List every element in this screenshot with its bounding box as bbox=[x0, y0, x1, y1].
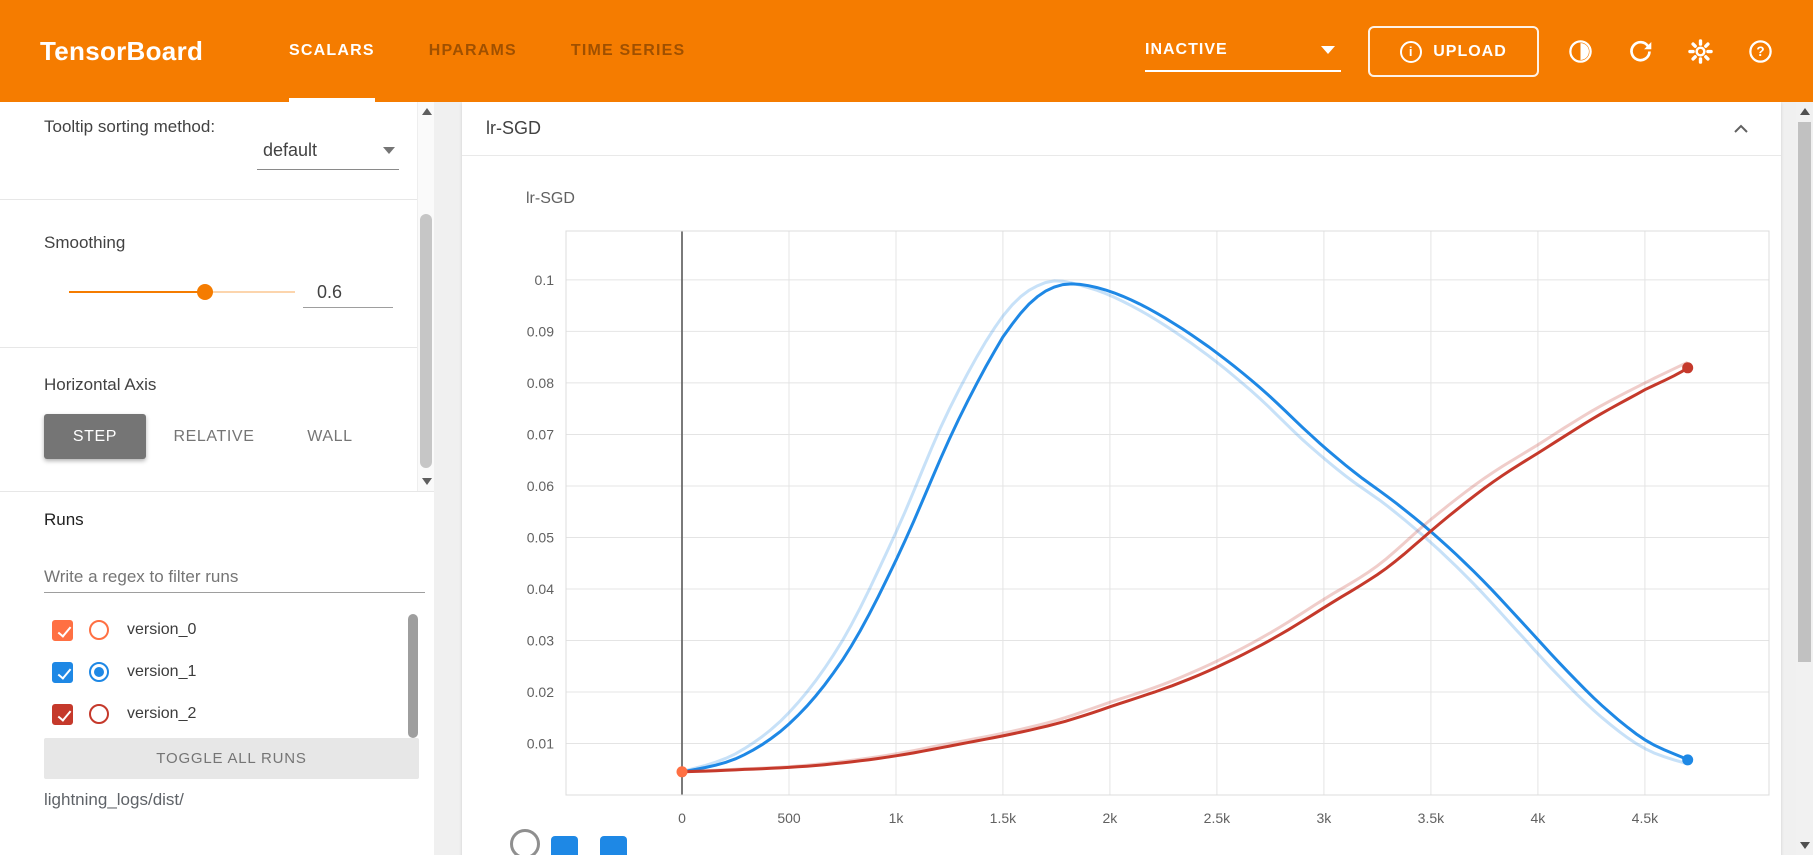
series-version_2-smoothed bbox=[681, 366, 1689, 774]
divider bbox=[0, 199, 434, 200]
run-radio[interactable] bbox=[89, 620, 109, 640]
divider bbox=[0, 347, 434, 348]
svg-text:0.1: 0.1 bbox=[535, 272, 555, 288]
sidebar-scrollbar[interactable] bbox=[417, 102, 434, 491]
run-checkbox[interactable] bbox=[52, 661, 73, 683]
svg-text:2k: 2k bbox=[1103, 810, 1119, 826]
help-icon[interactable]: ? bbox=[1736, 27, 1784, 75]
smoothing-slider-fill bbox=[69, 291, 205, 293]
run-label: version_2 bbox=[127, 705, 197, 722]
card-header: lr-SGD bbox=[462, 102, 1781, 156]
run-checkbox[interactable] bbox=[52, 703, 73, 725]
app-logo: TensorBoard bbox=[40, 36, 204, 66]
page-scrollbar[interactable] bbox=[1796, 102, 1813, 855]
chevron-down-icon bbox=[1321, 46, 1335, 54]
chart-footer-action-icon[interactable] bbox=[551, 836, 578, 855]
collapse-section-button[interactable] bbox=[1721, 109, 1761, 149]
run-row[interactable]: version_1 bbox=[0, 651, 420, 693]
run-row[interactable]: version_2 bbox=[0, 693, 420, 735]
card-title: lr-SGD bbox=[486, 118, 541, 138]
svg-text:4k: 4k bbox=[1531, 810, 1547, 826]
series-version_1-smoothed bbox=[681, 282, 1689, 774]
svg-text:0.05: 0.05 bbox=[527, 530, 554, 546]
svg-text:0.09: 0.09 bbox=[527, 323, 554, 339]
axis-relative-button[interactable]: RELATIVE bbox=[162, 414, 266, 459]
chart-title: lr-SGD bbox=[526, 190, 575, 207]
series-version_2-endpoint bbox=[1682, 362, 1694, 374]
chart-footer-run-icon[interactable] bbox=[510, 829, 540, 855]
runs-filter-input[interactable] bbox=[44, 562, 425, 593]
scroll-up-icon[interactable] bbox=[1800, 108, 1810, 115]
run-label: version_0 bbox=[127, 621, 197, 638]
refresh-icon[interactable] bbox=[1616, 27, 1664, 75]
svg-text:0.04: 0.04 bbox=[527, 581, 554, 597]
run-row[interactable]: version_0 bbox=[0, 609, 420, 651]
tab-hparams[interactable]: HPARAMS bbox=[428, 42, 517, 59]
axis-step-button[interactable]: STEP bbox=[44, 414, 146, 459]
info-icon: i bbox=[1400, 40, 1423, 63]
run-radio-dot bbox=[94, 667, 104, 677]
svg-text:?: ? bbox=[1756, 44, 1764, 59]
scrollbar-thumb[interactable] bbox=[420, 214, 432, 468]
run-radio[interactable] bbox=[89, 662, 109, 682]
log-directory-label: lightning_logs/dist/ bbox=[44, 790, 184, 809]
series-version_1-raw bbox=[681, 279, 1689, 774]
tab-bar: SCALARS HPARAMS TIME SERIES bbox=[262, 0, 712, 102]
smoothing-slider[interactable] bbox=[69, 284, 295, 300]
svg-text:0.08: 0.08 bbox=[527, 375, 554, 391]
smoothing-label: Smoothing bbox=[44, 233, 126, 252]
svg-text:0.06: 0.06 bbox=[527, 478, 554, 494]
upload-status-value: INACTIVE bbox=[1145, 41, 1228, 58]
svg-text:0.03: 0.03 bbox=[527, 633, 554, 649]
scroll-up-icon[interactable] bbox=[422, 108, 432, 115]
run-radio[interactable] bbox=[89, 704, 109, 724]
horizontal-axis-label: Horizontal Axis bbox=[44, 375, 157, 394]
svg-text:0.02: 0.02 bbox=[527, 684, 554, 700]
app-header: TensorBoard SCALARS HPARAMS TIME SERIES … bbox=[0, 0, 1813, 102]
settings-icon[interactable] bbox=[1676, 27, 1724, 75]
run-checkbox[interactable] bbox=[52, 619, 73, 641]
scrollbar-thumb[interactable] bbox=[1798, 122, 1811, 662]
series-version_0-point bbox=[676, 766, 688, 778]
smoothing-slider-knob[interactable] bbox=[196, 284, 213, 300]
contrast-icon[interactable] bbox=[1556, 27, 1604, 75]
series-version_2-raw bbox=[681, 360, 1689, 774]
svg-text:1.5k: 1.5k bbox=[990, 810, 1017, 826]
chevron-down-icon bbox=[383, 147, 395, 154]
chart-area: lr-SGD 0 500 1k 1.5k 2k 2.5k 3k 3.5k 4k 4.5k 0.01 0… bbox=[462, 156, 1781, 855]
upload-status-dropdown[interactable]: INACTIVE bbox=[1145, 30, 1341, 72]
divider bbox=[0, 491, 434, 492]
line-chart[interactable]: 0 500 1k 1.5k 2k 2.5k 3k 3.5k 4k 4.5k 0.01 0.02 0.03… bbox=[462, 156, 1781, 855]
upload-button[interactable]: i UPLOAD bbox=[1368, 26, 1539, 77]
tooltip-sorting-label: Tooltip sorting method: bbox=[44, 117, 216, 136]
smoothing-value-input[interactable] bbox=[303, 278, 393, 308]
settings-sidebar: Tooltip sorting method: default Smoothin… bbox=[0, 102, 434, 855]
run-list: version_0 version_1 version_2 bbox=[0, 609, 420, 735]
run-list-scrollbar-thumb[interactable] bbox=[408, 614, 418, 738]
svg-text:2.5k: 2.5k bbox=[1204, 810, 1231, 826]
svg-text:4.5k: 4.5k bbox=[1632, 810, 1659, 826]
run-label: version_1 bbox=[127, 663, 197, 680]
tooltip-sorting-dropdown[interactable]: default bbox=[257, 132, 399, 170]
scroll-down-icon[interactable] bbox=[1800, 842, 1810, 849]
chart-footer-action-icon[interactable] bbox=[600, 836, 627, 855]
tab-scalars[interactable]: SCALARS bbox=[262, 0, 402, 102]
scroll-down-icon[interactable] bbox=[422, 478, 432, 485]
axis-wall-button[interactable]: WALL bbox=[292, 414, 368, 459]
svg-text:0.07: 0.07 bbox=[527, 427, 554, 443]
svg-text:3.5k: 3.5k bbox=[1418, 810, 1445, 826]
scalar-chart-svg: 0 500 1k 1.5k 2k 2.5k 3k 3.5k 4k 4.5k 0.01 0.02 0.03… bbox=[527, 230, 1770, 826]
svg-text:500: 500 bbox=[777, 810, 801, 826]
scalar-card-lr-sgd: lr-SGD lr-SGD 0 500 1k 1.5k 2k 2.5k 3k 3.5k 4k 4.… bbox=[462, 102, 1781, 855]
svg-text:0.01: 0.01 bbox=[527, 736, 554, 752]
toggle-all-runs-button[interactable]: TOGGLE ALL RUNS bbox=[44, 738, 419, 779]
tooltip-sorting-value: default bbox=[263, 140, 318, 160]
series-version_1-endpoint bbox=[1682, 754, 1694, 766]
runs-section-label: Runs bbox=[44, 510, 84, 529]
tab-time-series[interactable]: TIME SERIES bbox=[570, 42, 686, 59]
svg-text:0: 0 bbox=[678, 810, 686, 826]
svg-text:3k: 3k bbox=[1317, 810, 1333, 826]
svg-text:1k: 1k bbox=[889, 810, 905, 826]
